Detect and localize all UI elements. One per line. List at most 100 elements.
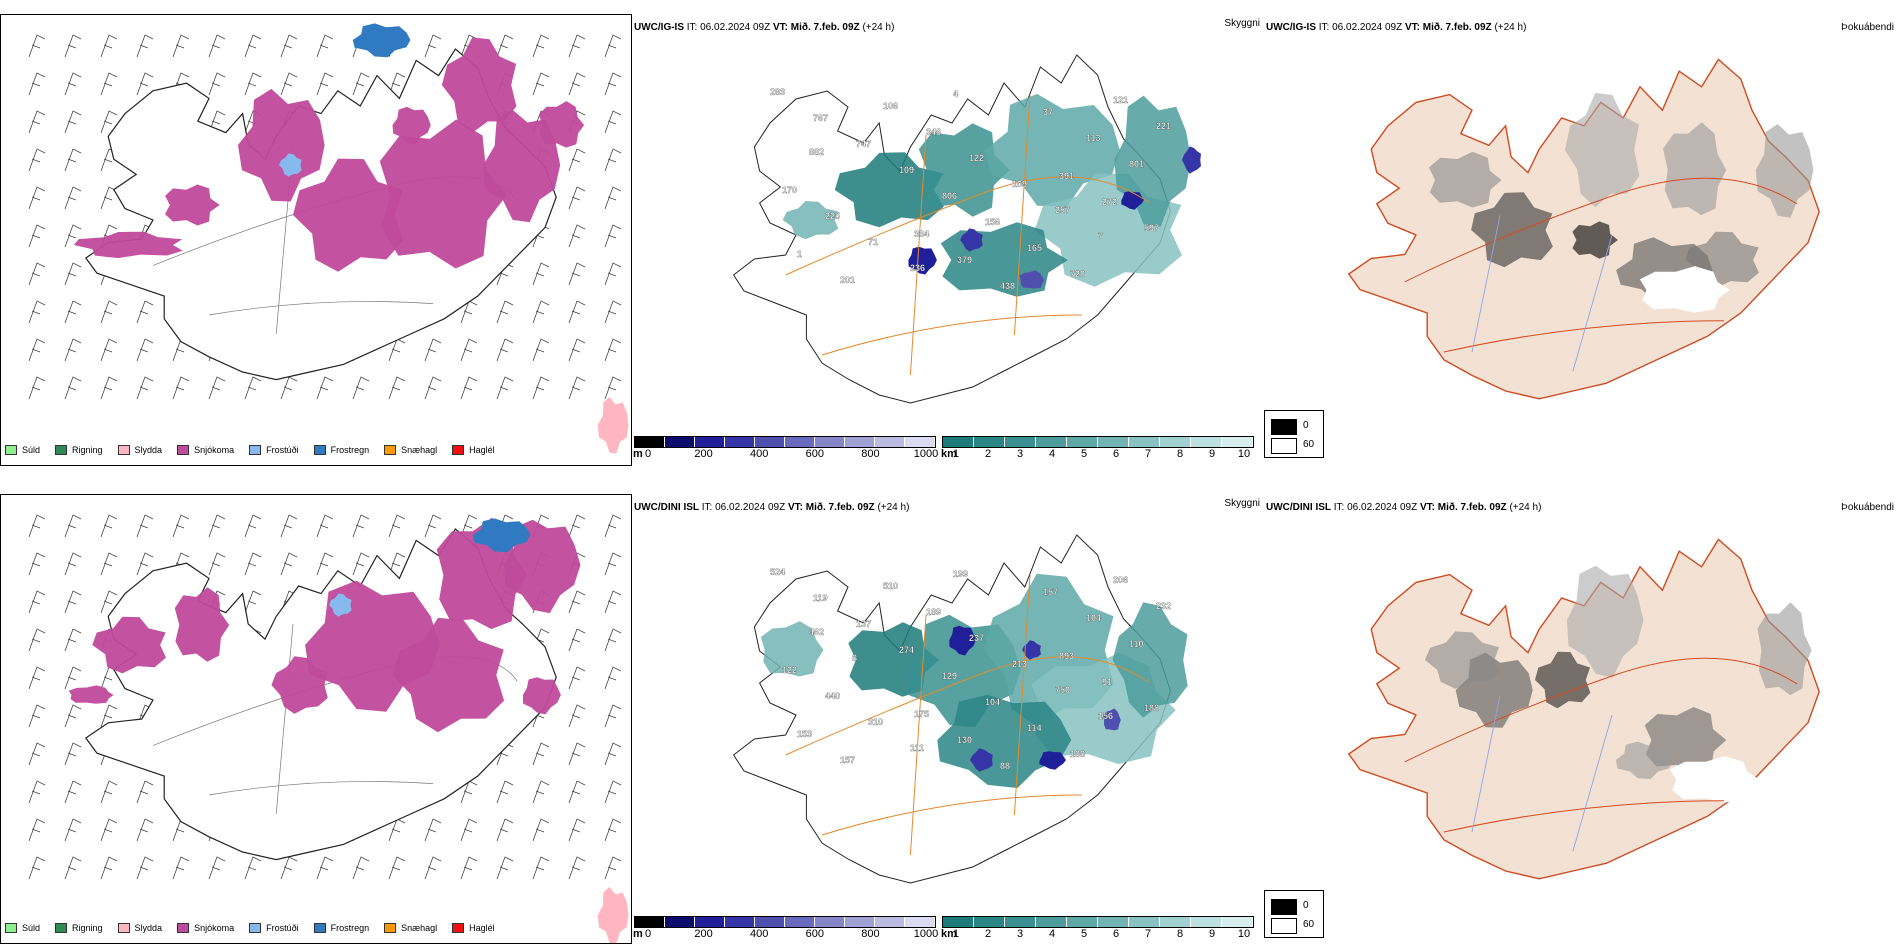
vis_bar-tick: 8	[1176, 448, 1184, 460]
ceiling_bar-tick: 400	[750, 448, 769, 460]
wind-barb	[388, 72, 406, 96]
precip-map-frame: Súld Rigning Slydda Snjókoma Frostúði Frostre…	[0, 14, 632, 466]
vis_bar-tick: 1	[952, 928, 960, 940]
ceiling-value-label: 221	[1156, 121, 1171, 131]
glacier-area	[1639, 266, 1731, 313]
wind-barb	[352, 376, 370, 400]
ceiling-value-label: 130	[957, 735, 972, 745]
fog-index-area	[1535, 651, 1591, 709]
legend-swatch	[452, 923, 465, 933]
river	[1471, 695, 1501, 833]
panel-product-name: Þokuábendi	[1841, 22, 1894, 33]
vis_bar-tick: 5	[1080, 928, 1088, 940]
wind-barb	[28, 262, 46, 286]
colorbar-segment	[1222, 917, 1253, 927]
ceiling-value-label: 71	[868, 237, 878, 247]
legend-label: Frostregn	[330, 445, 370, 455]
legend-item: Frostúði	[249, 923, 299, 933]
wind-barb	[208, 376, 226, 400]
visibility-area	[834, 152, 944, 228]
ceiling-value-label: 524	[770, 567, 785, 577]
river	[1471, 215, 1501, 353]
wind-barb	[604, 34, 622, 58]
wind-barb	[136, 552, 154, 576]
legend-label: Snjókoma	[194, 445, 235, 455]
visibility-map: 524 175 893 119 130 91 137 88 188 274 157 153 129 104…	[732, 534, 1188, 884]
wind-barb	[100, 338, 118, 362]
wind-barb	[532, 856, 550, 880]
ceiling-value-label: 157	[1043, 587, 1058, 597]
wind-barb	[100, 300, 118, 324]
wind-barb	[532, 338, 550, 362]
wind-barb	[568, 704, 586, 728]
wind-barb	[208, 552, 226, 576]
ceiling-value-label: 391	[1059, 171, 1074, 181]
wind-barb	[28, 300, 46, 324]
wind-barb	[568, 34, 586, 58]
legend-item: Rigning	[55, 445, 103, 455]
vis_bar-tick: 4	[1048, 448, 1056, 460]
legend-swatch	[313, 445, 326, 455]
wind-barb	[604, 856, 622, 880]
ceiling_bar-tick: 1000	[913, 448, 939, 460]
wind-barb	[604, 780, 622, 804]
low-ceiling-area	[960, 228, 983, 252]
wind-barb	[172, 514, 190, 538]
snow-area	[73, 231, 183, 259]
legend-item: Snjókoma	[177, 445, 234, 455]
wind-barb	[28, 148, 46, 172]
legend-label: Frostúði	[266, 923, 299, 933]
snow-area	[271, 656, 328, 714]
wind-barb	[424, 514, 442, 538]
wind-barb	[460, 818, 478, 842]
fog-map	[1347, 58, 1820, 400]
wind-barb	[568, 666, 586, 690]
colorbar-segment	[845, 437, 875, 447]
wind-barb	[172, 376, 190, 400]
vis_bar-tick: 4	[1048, 928, 1056, 940]
ceiling-value-label: 893	[1059, 651, 1074, 661]
legend-item: Snæhagl	[384, 923, 437, 933]
wind-barb	[604, 590, 622, 614]
colorbar-segment	[665, 917, 695, 927]
wind-barb	[172, 34, 190, 58]
wind-barb	[64, 110, 82, 134]
wind-barb	[244, 590, 262, 614]
legend-swatch	[5, 923, 17, 933]
ceiling-value-label: 129	[942, 671, 957, 681]
wind-barb	[28, 780, 46, 804]
ceiling-value-label: 882	[809, 147, 824, 157]
colorbar-segment	[1036, 437, 1067, 447]
wind-barb	[604, 338, 622, 362]
wind-barb	[28, 376, 46, 400]
wind-barb	[64, 514, 82, 538]
vis_bar-tick: 9	[1208, 928, 1216, 940]
snow-area	[379, 119, 507, 269]
low-ceiling-area	[908, 246, 937, 275]
ceiling_bar-tick: 800	[861, 928, 880, 940]
wind-barb	[604, 818, 622, 842]
wind-barb	[64, 376, 82, 400]
wind-barb	[604, 148, 622, 172]
road	[1013, 574, 1031, 816]
wind-barb	[532, 742, 550, 766]
snow-area	[68, 685, 114, 704]
wind-barb	[64, 780, 82, 804]
wind-barb	[496, 338, 514, 362]
legend-item: Frostregn	[313, 445, 370, 455]
wind-barb	[100, 34, 118, 58]
colorbar-segment	[1191, 917, 1222, 927]
colorbar-segment	[905, 437, 935, 447]
precip-map-frame: Súld Rigning Slydda Snjókoma Frostúði Frostre…	[0, 494, 632, 944]
wind-barb	[280, 376, 298, 400]
road	[1404, 657, 1798, 763]
wind-barb	[100, 704, 118, 728]
panel-product-name: Skyggni	[1224, 18, 1260, 29]
legend-swatch	[55, 923, 68, 933]
colorbar-segment	[943, 437, 974, 447]
visibility-area	[918, 123, 1010, 217]
legend-label: Slydda	[134, 445, 163, 455]
wind-barb	[100, 780, 118, 804]
ceiling_bar-tick: 600	[805, 928, 824, 940]
fog-label-low: 60	[1303, 919, 1315, 930]
